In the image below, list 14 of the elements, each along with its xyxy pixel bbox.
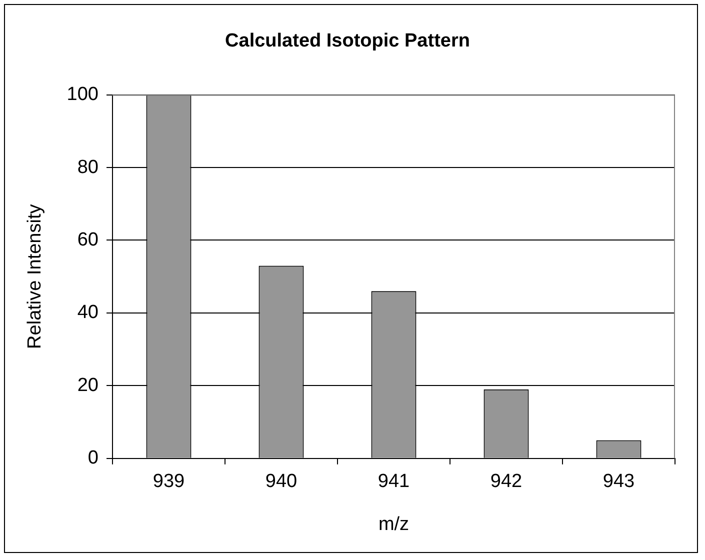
y-axis-title: Relative Intensity xyxy=(24,204,46,349)
y-tick-label: 20 xyxy=(77,374,98,396)
x-axis-title: m/z xyxy=(378,514,410,535)
x-tick-label: 941 xyxy=(378,471,410,492)
y-tick-label: 0 xyxy=(88,448,98,469)
chart-title: Calculated Isotopic Pattern xyxy=(225,30,470,52)
x-tick-label: 942 xyxy=(490,471,522,492)
x-tick-label: 943 xyxy=(602,471,635,492)
x-tick-label: 939 xyxy=(152,471,185,492)
y-tick-label: 60 xyxy=(77,229,98,250)
y-tick-label: 40 xyxy=(77,302,98,324)
y-tick-label: 100 xyxy=(66,84,98,106)
y-tick-label: 80 xyxy=(77,156,98,178)
x-tick-label: 940 xyxy=(265,471,298,492)
